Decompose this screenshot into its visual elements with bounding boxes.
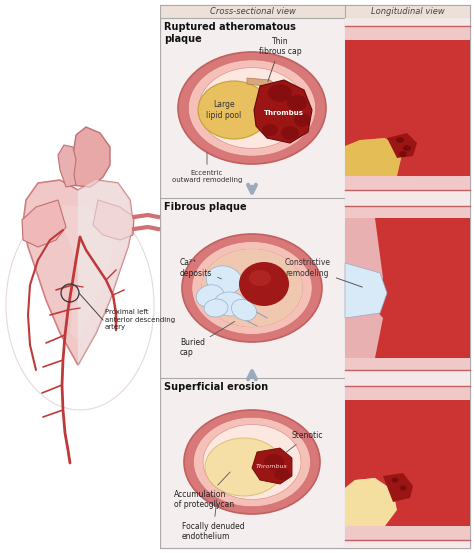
Ellipse shape: [192, 242, 312, 335]
Text: Stenotic: Stenotic: [286, 431, 323, 452]
Polygon shape: [58, 145, 76, 187]
Polygon shape: [345, 206, 470, 370]
Text: Focally denuded
endothelium: Focally denuded endothelium: [182, 500, 245, 541]
Polygon shape: [93, 200, 134, 240]
FancyBboxPatch shape: [0, 0, 160, 553]
Text: Accumulation
of proteoglycan: Accumulation of proteoglycan: [174, 472, 234, 509]
Ellipse shape: [287, 95, 307, 111]
Polygon shape: [23, 180, 133, 365]
Ellipse shape: [281, 126, 299, 140]
Polygon shape: [345, 386, 470, 540]
Ellipse shape: [196, 285, 224, 307]
Text: Proximal left
anterior descending
artery: Proximal left anterior descending artery: [105, 310, 175, 331]
Ellipse shape: [203, 425, 301, 499]
Ellipse shape: [204, 299, 228, 317]
Polygon shape: [383, 473, 413, 502]
Ellipse shape: [178, 52, 326, 164]
Ellipse shape: [199, 67, 305, 148]
Ellipse shape: [214, 292, 246, 316]
Polygon shape: [345, 176, 470, 190]
Text: Superficial erosion: Superficial erosion: [164, 382, 268, 392]
Text: Thin
fibrous cap: Thin fibrous cap: [259, 36, 301, 81]
Ellipse shape: [205, 438, 283, 496]
Ellipse shape: [274, 468, 290, 480]
Polygon shape: [345, 358, 470, 370]
Polygon shape: [345, 400, 470, 526]
Text: Eccentric
outward remodeling: Eccentric outward remodeling: [172, 153, 242, 183]
Polygon shape: [345, 478, 397, 526]
Polygon shape: [247, 78, 282, 96]
Polygon shape: [345, 138, 403, 176]
Ellipse shape: [193, 418, 310, 507]
Text: Constrictive
remodeling: Constrictive remodeling: [285, 258, 363, 287]
Ellipse shape: [201, 249, 302, 327]
Polygon shape: [387, 133, 417, 158]
Ellipse shape: [249, 270, 271, 286]
Text: Thrombus: Thrombus: [256, 465, 288, 469]
Ellipse shape: [201, 249, 302, 327]
Text: Buried
cap: Buried cap: [180, 321, 235, 357]
Polygon shape: [22, 200, 66, 247]
Ellipse shape: [198, 81, 270, 139]
FancyBboxPatch shape: [160, 5, 470, 548]
Polygon shape: [254, 80, 312, 143]
Ellipse shape: [403, 145, 411, 151]
Ellipse shape: [294, 113, 310, 127]
Ellipse shape: [400, 486, 407, 491]
Ellipse shape: [182, 234, 322, 342]
Ellipse shape: [268, 84, 292, 102]
Text: Large
lipid pool: Large lipid pool: [206, 100, 242, 119]
Ellipse shape: [396, 137, 404, 143]
Text: Cross-sectional view: Cross-sectional view: [210, 8, 295, 17]
Ellipse shape: [239, 262, 289, 306]
FancyBboxPatch shape: [345, 18, 470, 198]
Ellipse shape: [206, 266, 242, 294]
Ellipse shape: [399, 151, 407, 157]
Ellipse shape: [188, 60, 316, 156]
Text: Ruptured atheromatous
plaque: Ruptured atheromatous plaque: [164, 22, 296, 44]
Polygon shape: [345, 206, 470, 218]
Ellipse shape: [264, 454, 284, 470]
Polygon shape: [63, 205, 113, 340]
Polygon shape: [345, 26, 470, 40]
FancyBboxPatch shape: [345, 198, 470, 378]
Polygon shape: [345, 526, 470, 540]
Ellipse shape: [231, 299, 256, 321]
Polygon shape: [345, 138, 403, 176]
FancyBboxPatch shape: [160, 5, 470, 18]
Ellipse shape: [260, 105, 288, 127]
Text: Thrombus: Thrombus: [264, 110, 304, 116]
Text: Fibrous plaque: Fibrous plaque: [164, 202, 246, 212]
Ellipse shape: [392, 477, 399, 483]
FancyBboxPatch shape: [345, 378, 470, 548]
Text: Ca²⁺
deposits: Ca²⁺ deposits: [180, 258, 221, 279]
Polygon shape: [345, 386, 470, 400]
Polygon shape: [345, 263, 387, 318]
Ellipse shape: [262, 124, 278, 136]
Polygon shape: [345, 40, 470, 176]
Text: Longitudinal view: Longitudinal view: [371, 8, 444, 17]
Polygon shape: [252, 448, 292, 484]
Ellipse shape: [184, 410, 320, 514]
Polygon shape: [345, 218, 470, 358]
Polygon shape: [70, 127, 110, 187]
Polygon shape: [78, 180, 133, 365]
Polygon shape: [345, 26, 470, 190]
